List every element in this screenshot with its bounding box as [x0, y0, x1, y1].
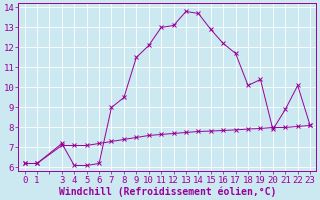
X-axis label: Windchill (Refroidissement éolien,°C): Windchill (Refroidissement éolien,°C)	[59, 186, 276, 197]
